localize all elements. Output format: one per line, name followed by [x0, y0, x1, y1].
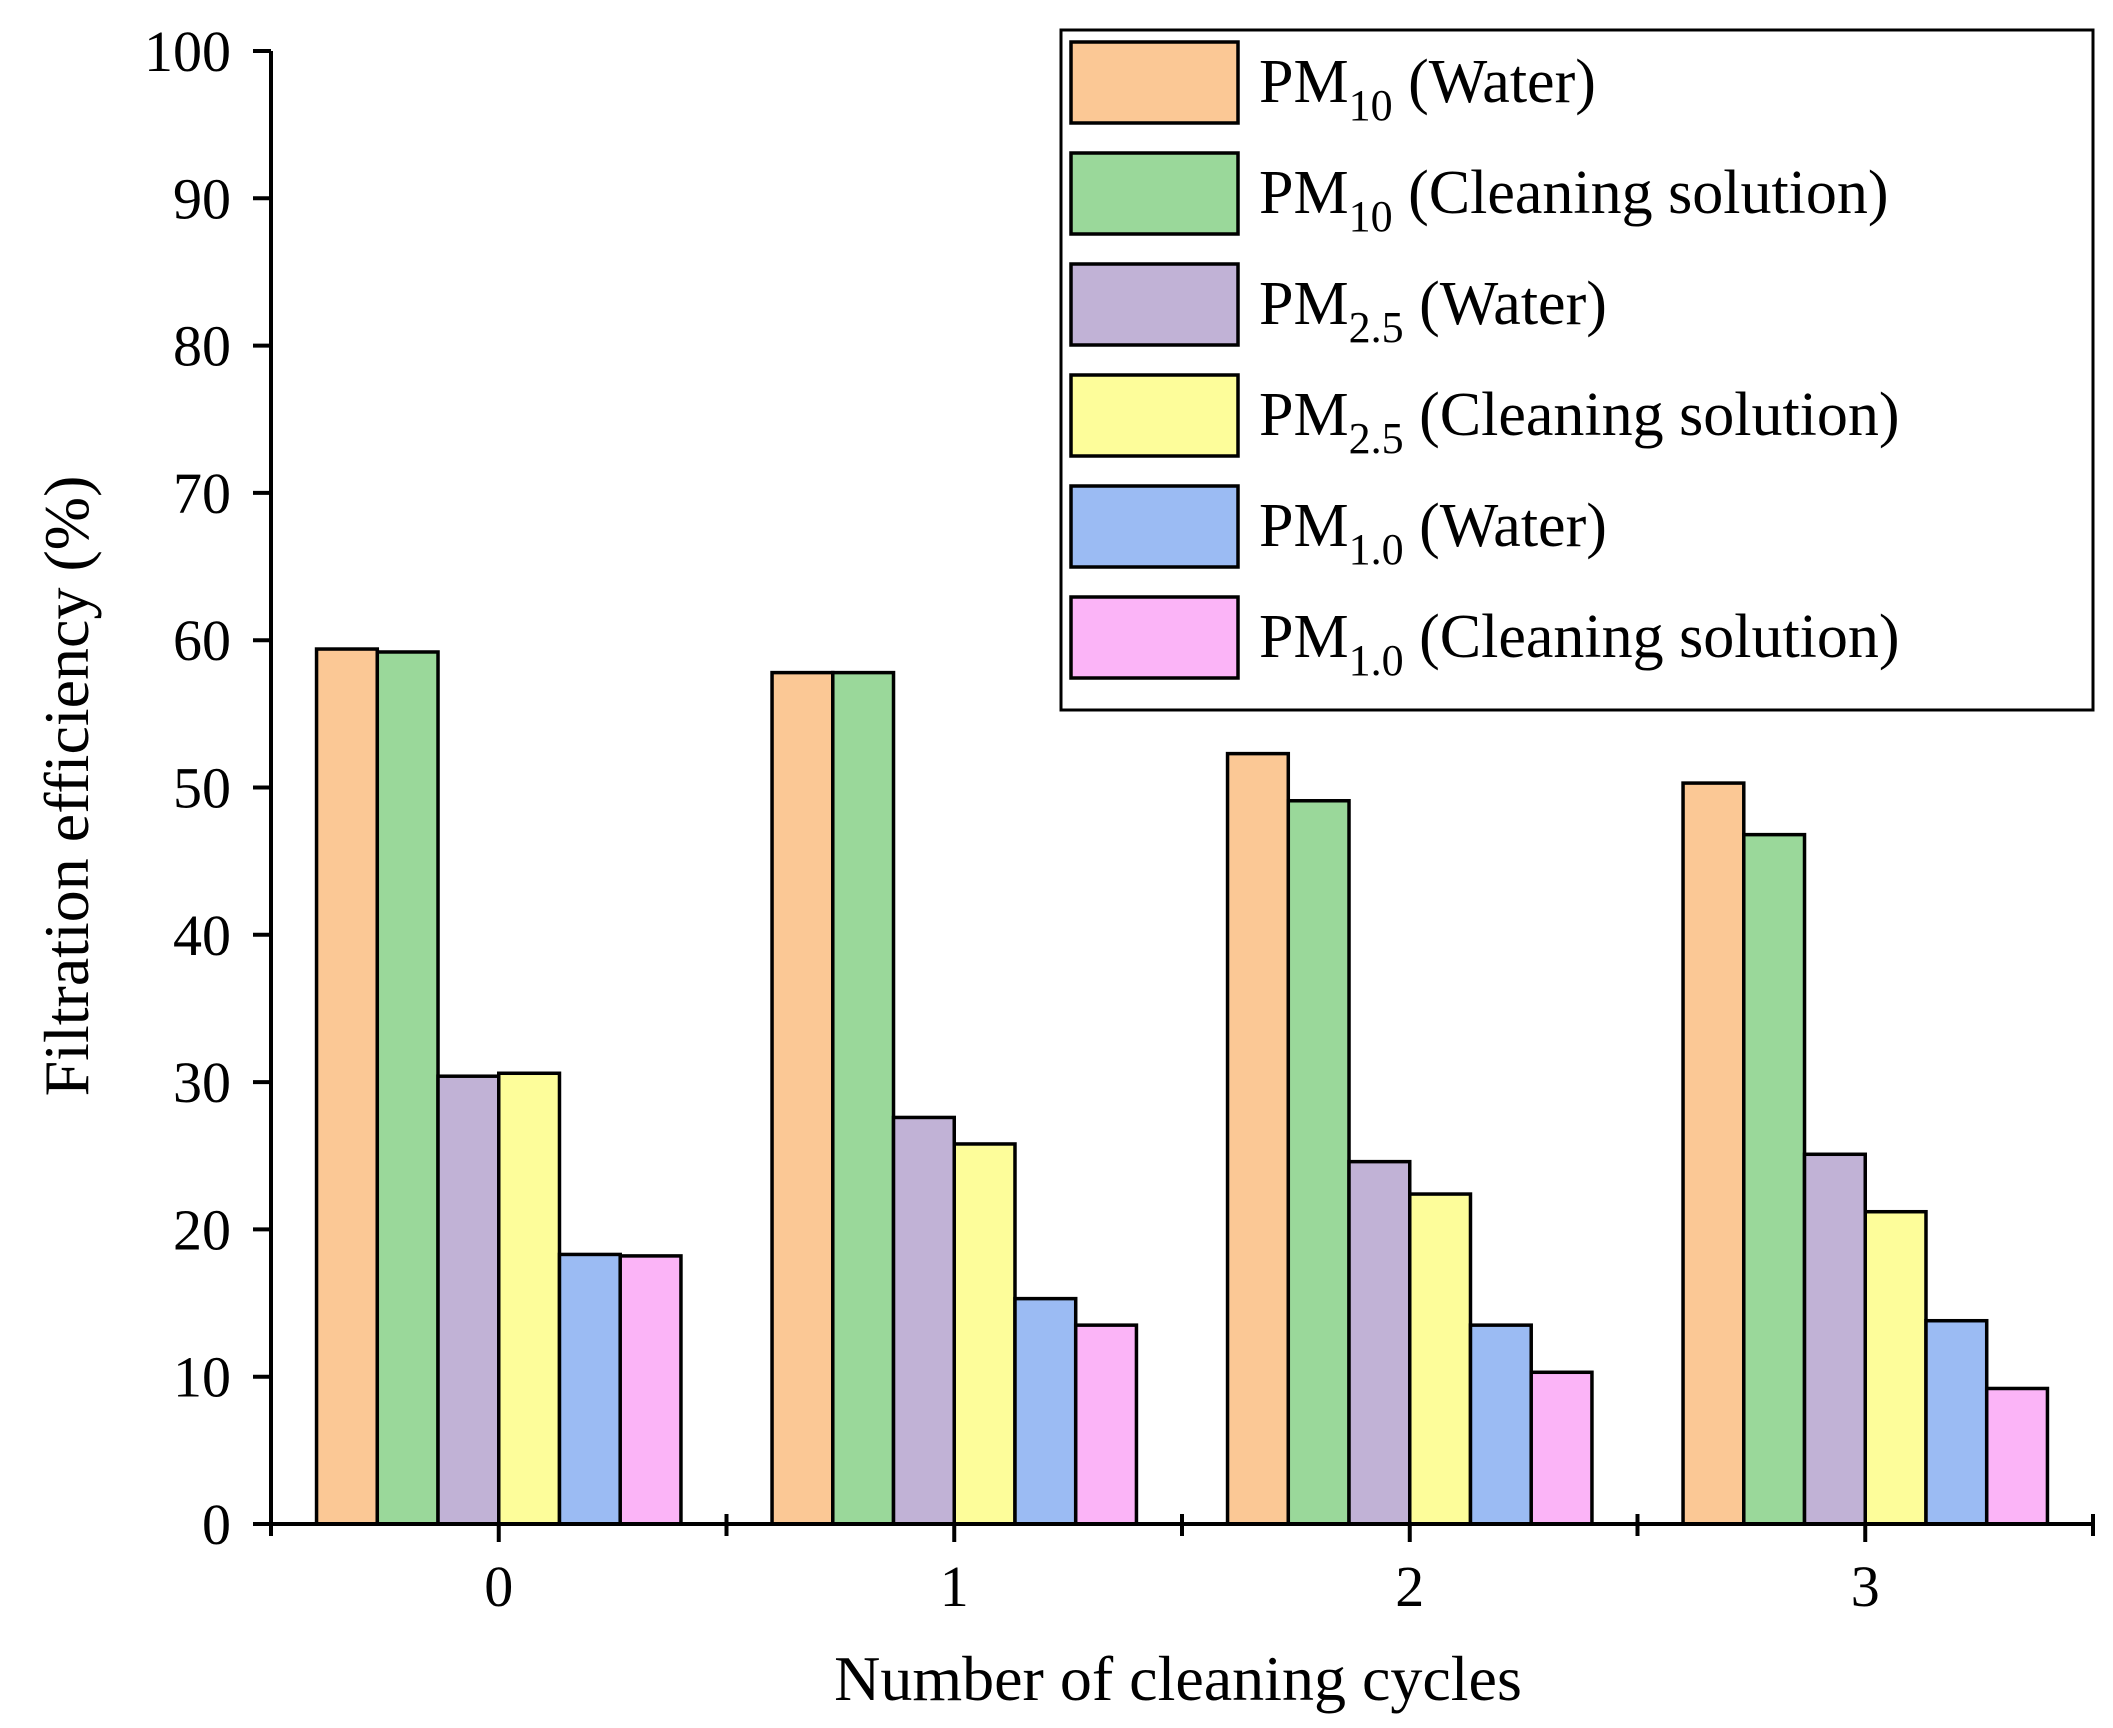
legend-swatch: [1069, 40, 1240, 125]
legend-label: PM2.5 (Cleaning solution): [1259, 381, 1900, 463]
y-tick-label: 10: [173, 1345, 231, 1410]
y-tick-label: 0: [202, 1492, 231, 1557]
legend-label: PM2.5 (Water): [1259, 270, 1607, 352]
bar: [891, 1115, 956, 1526]
bar: [1681, 781, 1746, 1526]
legend-swatch: [1069, 262, 1240, 347]
bar: [1408, 1192, 1473, 1526]
bar: [1073, 1323, 1139, 1526]
bar: [1347, 1159, 1412, 1526]
y-tick-label: 30: [173, 1050, 231, 1115]
y-tick-label: 90: [173, 166, 231, 231]
legend-swatch: [1069, 595, 1240, 680]
y-tick-label: 50: [173, 756, 231, 821]
y-tick-label: 60: [173, 608, 231, 673]
legend-label: PM10 (Cleaning solution): [1259, 159, 1889, 241]
bar: [952, 1142, 1017, 1526]
bar: [557, 1252, 622, 1526]
y-axis-title: Filtration efficiency (%): [31, 476, 102, 1097]
bar: [314, 647, 380, 1526]
bar: [436, 1074, 501, 1526]
legend-label: PM1.0 (Water): [1259, 492, 1607, 574]
bar: [497, 1071, 562, 1526]
bar: [375, 650, 440, 1526]
y-tick-label: 20: [173, 1197, 231, 1262]
legend-swatch: [1069, 373, 1240, 458]
y-tick-label: 80: [173, 314, 231, 379]
legend-swatch: [1069, 151, 1240, 236]
legend-label: PM10 (Water): [1259, 48, 1596, 130]
y-tick-label: 40: [173, 903, 231, 968]
bar: [618, 1254, 683, 1526]
bar: [1225, 751, 1291, 1526]
bar: [1468, 1323, 1533, 1526]
x-axis-title: Number of cleaning cycles: [834, 1643, 1522, 1714]
y-tick-label: 70: [173, 461, 231, 526]
bar: [1742, 832, 1807, 1526]
bar: [1924, 1318, 1989, 1526]
bar: [1802, 1152, 1868, 1526]
x-tick-label: 1: [940, 1554, 969, 1619]
legend-swatch: [1069, 484, 1240, 569]
bar: [1286, 799, 1351, 1526]
x-tick-label: 3: [1851, 1554, 1880, 1619]
bar: [770, 670, 835, 1526]
x-tick-label: 0: [484, 1554, 513, 1619]
bar: [1529, 1370, 1594, 1526]
bar: [1863, 1209, 1928, 1526]
x-tick-label: 2: [1395, 1554, 1424, 1619]
bar: [1984, 1386, 2050, 1526]
legend-label: PM1.0 (Cleaning solution): [1259, 603, 1900, 685]
bar: [1013, 1296, 1078, 1526]
bar: [831, 670, 896, 1526]
y-tick-label: 100: [144, 19, 231, 84]
